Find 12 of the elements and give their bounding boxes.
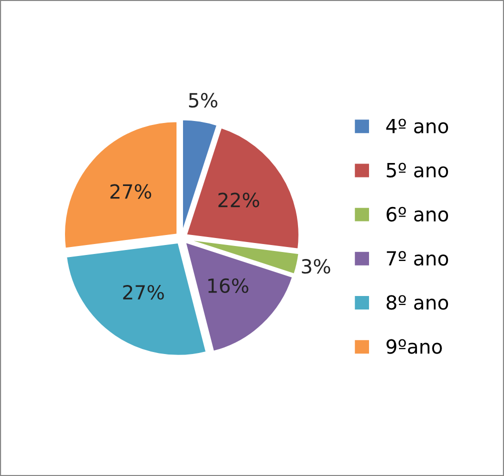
- data-label: 16%: [208, 278, 248, 294]
- data-label: 22%: [218, 192, 260, 208]
- data-label: 5%: [189, 92, 218, 108]
- legend-label: 7º ano: [386, 250, 448, 266]
- data-label: 27%: [123, 284, 164, 300]
- legend-label: 5º ano: [386, 162, 448, 178]
- legend-label: 8º ano: [386, 295, 448, 310]
- legend-label: 4º ano: [386, 118, 448, 134]
- data-label: 27%: [110, 184, 152, 199]
- legend-label: 6º ano: [386, 206, 448, 222]
- data-label: 3%: [302, 258, 330, 274]
- legend-label: 9ºano: [386, 339, 442, 354]
